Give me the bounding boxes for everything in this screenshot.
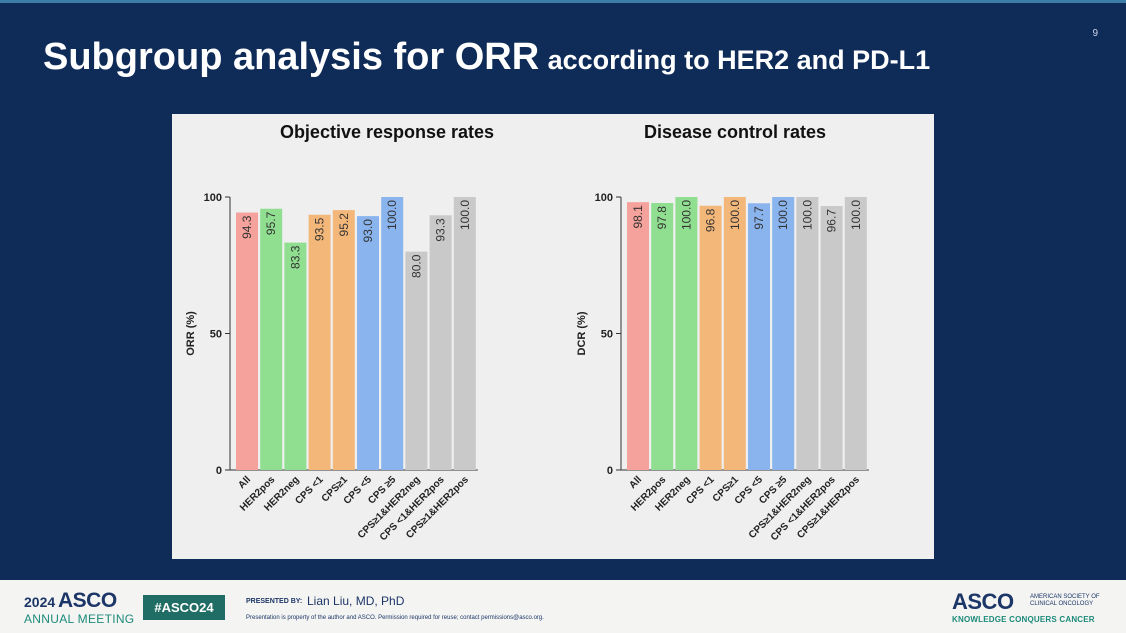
chart1-bar [405,251,428,470]
chart2-data-label: 96.8 [704,208,718,232]
chart2-y-tick-label: 50 [601,329,613,341]
footer: 2024 ASCO ANNUAL MEETING #ASCO24 PRESENT… [0,580,1126,633]
chart2-bar [796,197,819,470]
chart2-category-label: All [627,474,644,491]
chart2-bar [627,202,649,470]
top-accent-line [0,0,1126,3]
chart1-data-label: 93.3 [434,218,448,242]
chart1-data-label: 93.0 [361,219,375,243]
chart1-y-tick-label: 0 [216,465,222,477]
chart2-bar [772,197,795,470]
chart2-data-label: 97.7 [752,206,766,230]
asco-meeting-logo: ASCO [58,589,117,612]
chart2-title: Disease control rates [644,122,826,142]
chart2-bar [723,197,746,470]
chart1-bar [429,215,452,470]
presented-by-label: PRESENTED BY: [246,598,303,605]
asco-tagline: KNOWLEDGE CONQUERS CANCER [952,615,1095,624]
asco-society-logo: ASCO [952,589,1014,614]
chart1-data-label: 100.0 [385,200,399,230]
chart1-category-label: All [236,474,253,491]
chart1-data-label: 95.2 [337,213,351,237]
chart1-bar [357,216,379,470]
chart1-data-label: 83.3 [288,245,302,269]
chart2-bar [675,197,698,470]
chart1-data-label: 95.7 [264,211,278,235]
slide-title-main: Subgroup analysis for ORR [43,36,540,78]
chart1-bar [381,197,404,470]
chart2-data-label: 100.0 [776,200,790,230]
chart2-y-axis-label: DCR (%) [576,311,588,355]
slide-title: Subgroup analysis for ORR according to H… [43,36,930,79]
slide-number: 9 [1092,28,1098,39]
chart1-bar [332,210,355,470]
chart1-bar [260,208,283,470]
chart2-y-tick-label: 0 [607,465,613,477]
chart2-data-label: 100.0 [679,200,693,230]
chart1-bar [236,212,258,470]
chart1-title: Objective response rates [280,122,494,142]
chart2-data-label: 98.1 [631,205,645,229]
chart1-bar [308,214,331,470]
chart2-data-label: 100.0 [800,200,814,230]
chart1-data-label: 94.3 [240,215,254,239]
chart1-bar [453,197,476,470]
chart2-y-tick-label: 100 [595,192,613,204]
asco-society-name: AMERICAN SOCIETY OF CLINICAL ONCOLOGY [1030,594,1100,607]
chart2-bar [844,197,867,470]
chart2-data-label: 97.8 [655,206,669,230]
footer-year: 2024 [24,594,56,610]
chart1-data-label: 100.0 [458,200,472,230]
chart2-bar [820,206,843,470]
chart2-data-label: 100.0 [849,200,863,230]
chart1-y-tick-label: 50 [210,329,222,341]
footer-disclaimer: Presentation is property of the author a… [246,615,544,621]
slide-title-sub: according to HER2 and PD-L1 [547,45,931,75]
chart2-bar [748,203,770,470]
chart2-bar [699,205,722,470]
chart2-data-label: 100.0 [728,200,742,230]
chart1-data-label: 80.0 [409,254,423,278]
chart-panel: Objective response rates 0 50 100 ORR (%) 94.… [172,114,934,559]
chart1-y-axis-label: ORR (%) [185,311,197,356]
footer-meeting: ANNUAL MEETING [24,612,135,626]
chart1-data-label: 93.5 [313,217,327,241]
chart1-bar [284,242,307,470]
charts-svg: Objective response rates 0 50 100 ORR (%) 94.… [185,122,869,543]
presenter-name: Lian Liu, MD, PhD [307,594,405,608]
chart2-bar [651,203,674,471]
hashtag-badge: #ASCO24 [143,595,225,620]
chart1-y-tick-label: 100 [204,192,222,204]
chart2-data-label: 96.7 [825,209,839,233]
